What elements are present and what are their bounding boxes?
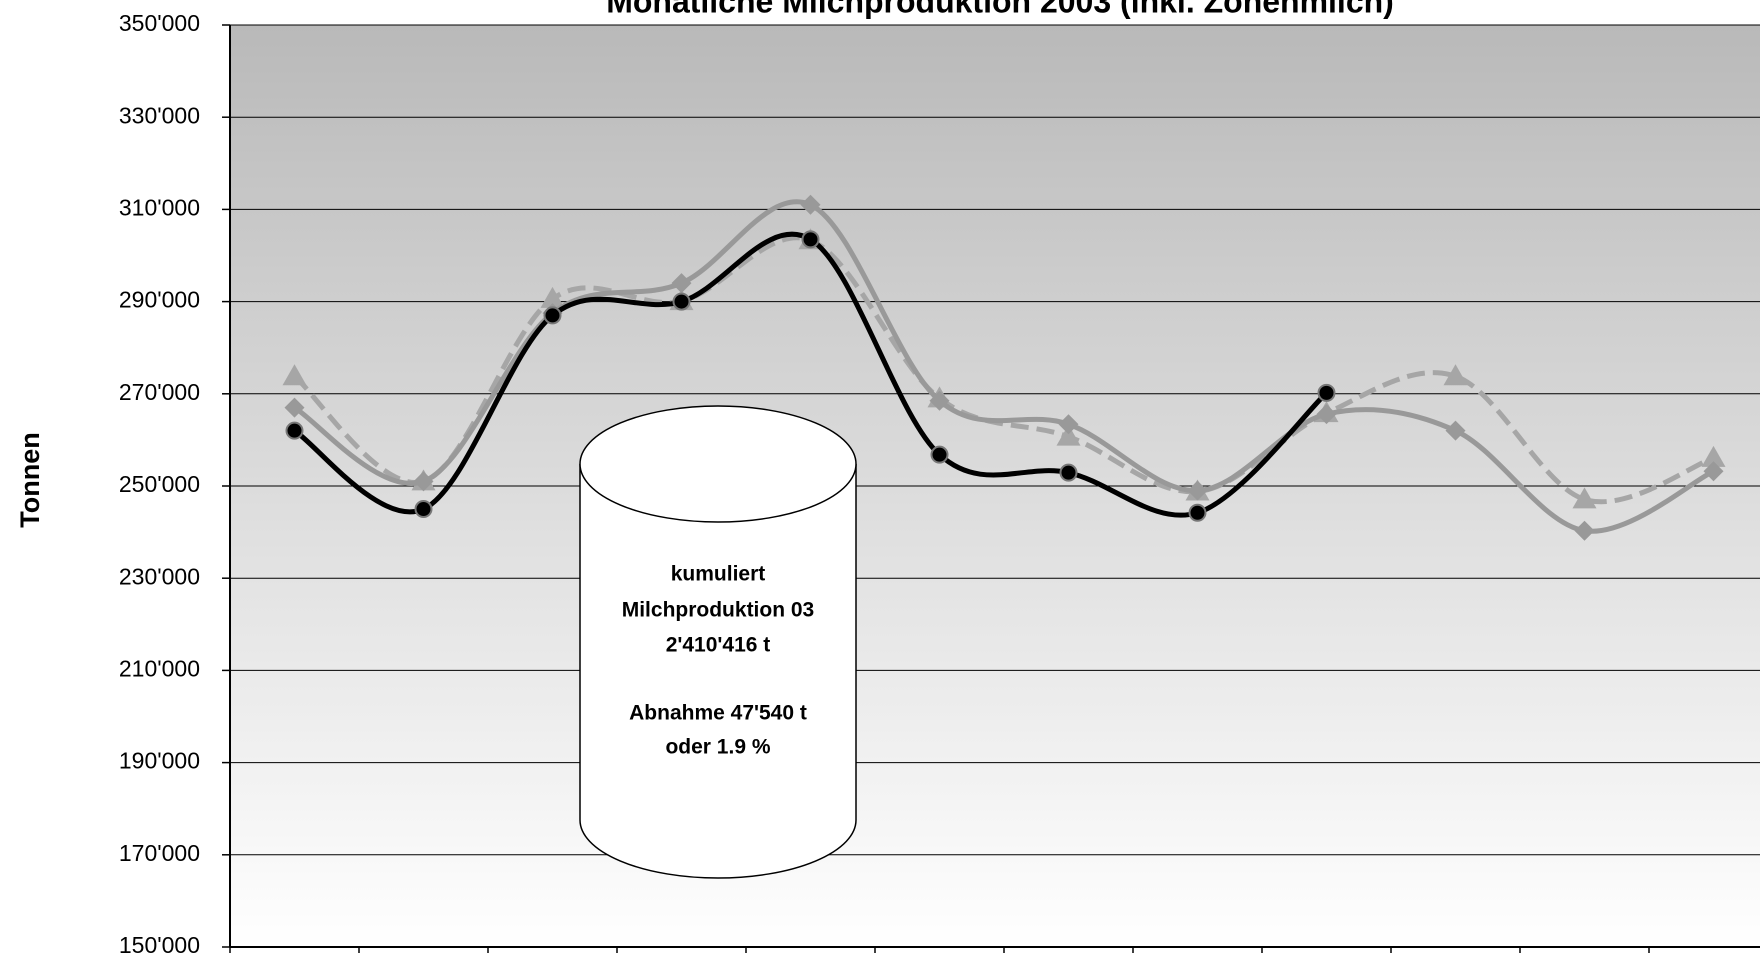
point (540, 286, 565, 308)
point (1574, 520, 1595, 541)
point (671, 273, 692, 294)
point (1701, 445, 1726, 467)
cylinder-top (579, 405, 857, 523)
y-tick-label: 150'000 (119, 932, 200, 953)
y-tick-label: 270'000 (119, 379, 200, 405)
point (285, 421, 304, 440)
point (1703, 461, 1724, 482)
point (1443, 364, 1468, 386)
annotation-cylinder: kumuliert Milchproduktion 03 2'410'416 t… (579, 405, 857, 879)
point (1056, 424, 1081, 446)
point (672, 292, 691, 311)
point (800, 194, 821, 215)
point (414, 500, 433, 519)
annotation-text: Abnahme 47'540 t (629, 702, 807, 725)
annotation-text: kumuliert (671, 563, 766, 586)
y-tick-label: 350'000 (119, 10, 200, 36)
point (543, 306, 562, 325)
series-line (293, 199, 1715, 534)
point (1316, 404, 1337, 425)
point (284, 397, 305, 418)
point (1187, 480, 1208, 501)
y-tick-label: 310'000 (119, 194, 200, 220)
annotation-text: Milchproduktion 03 (622, 599, 815, 622)
y-tick-label: 230'000 (119, 563, 200, 589)
point (1445, 420, 1466, 441)
y-tick-label: 290'000 (119, 287, 200, 313)
point (1059, 463, 1078, 482)
point (1188, 503, 1207, 522)
y-axis-label: Tonnen (15, 432, 45, 527)
chart-title: Monatliche Milchproduktion 2003 (inkl. Z… (606, 0, 1394, 19)
y-tick-label: 250'000 (119, 471, 200, 497)
point (1058, 414, 1079, 435)
point (930, 445, 949, 464)
point (1572, 487, 1597, 509)
y-tick-label: 210'000 (119, 655, 200, 681)
y-tick-label: 170'000 (119, 840, 200, 866)
annotation-text: oder 1.9 % (665, 736, 770, 759)
point (1317, 383, 1336, 402)
y-tick-label: 330'000 (119, 102, 200, 128)
cylinder-body (579, 464, 857, 879)
point (413, 471, 434, 492)
y-tick-label: 190'000 (119, 748, 200, 774)
point (282, 364, 307, 386)
point (801, 230, 820, 249)
annotation-text: 2'410'416 t (666, 634, 771, 657)
point (929, 390, 950, 411)
